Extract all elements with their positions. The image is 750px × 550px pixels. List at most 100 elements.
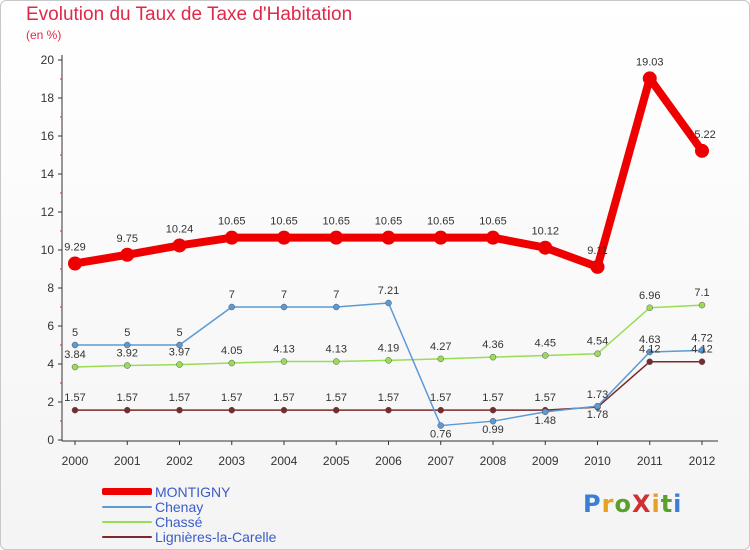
data-point-montigny [695,143,709,158]
data-point-ligni-res-la-carelle [71,406,79,414]
data-point-chenay [646,348,653,356]
data-point-chenay [333,303,340,311]
data-point-chenay [228,303,235,311]
data-point-montigny [642,71,657,86]
data-label-montigny: 9.29 [64,241,85,253]
x-tick-label: 2011 [637,454,663,468]
data-point-chass- [437,355,444,363]
data-point-montigny [68,256,82,271]
data-label-montigny: 10.12 [531,226,559,238]
data-label-chass-: 6.96 [639,290,660,302]
data-label-ligni-res-la-carelle: 1.57 [169,392,190,404]
data-point-ligni-res-la-carelle [698,358,706,365]
legend-item-montigny: MONTIGNY [102,483,276,500]
data-point-montigny [120,247,135,262]
x-tick-label: 2005 [323,454,350,468]
data-point-montigny [433,230,448,245]
x-tick-label: 2006 [375,454,402,468]
data-label-montigny: 10.24 [166,223,194,235]
data-label-chenay: 4.72 [691,332,712,344]
data-label-chenay: 0.99 [482,424,503,436]
y-tick-label: 8 [47,281,54,295]
data-label-chenay: 7 [229,289,235,301]
data-point-chass- [594,350,601,357]
y-tick-label: 0 [47,433,54,447]
data-point-chenay [594,402,601,410]
data-label-chass-: 7.1 [694,287,709,299]
y-tick-label: 10 [41,243,55,257]
chart-title: Evolution du Taux de Taxe d'Habitation [26,4,353,25]
data-point-ligni-res-la-carelle [176,406,183,414]
chart-subtitle: (en %) [26,28,62,42]
data-label-chenay: 0.76 [430,429,451,441]
data-point-chenay [71,341,79,349]
data-point-chass- [698,301,706,309]
x-tick-label: 2012 [689,454,716,468]
data-label-chass-: 3.84 [64,349,85,361]
data-point-chass- [124,362,131,369]
data-point-montigny [172,238,187,253]
data-label-montigny: 10.65 [270,216,298,228]
x-tick-label: 2009 [532,454,559,468]
data-point-chenay [385,299,392,307]
data-label-ligni-res-la-carelle: 1.57 [117,392,138,404]
data-point-chass- [280,358,288,365]
data-label-chenay: 7 [333,289,339,301]
data-label-montigny: 9.11 [587,245,608,257]
data-label-chass-: 4.05 [221,345,242,357]
legend-swatch-chenay [102,505,152,508]
data-point-ligni-res-la-carelle [385,406,392,414]
data-label-chenay: 7.21 [378,285,399,297]
data-label-chass-: 4.19 [378,342,399,354]
data-label-chenay: 5 [72,327,78,339]
data-point-chass- [228,359,235,367]
data-label-ligni-res-la-carelle: 1.57 [273,392,294,404]
data-label-montigny: 10.65 [218,216,246,228]
x-tick-label: 2007 [427,454,454,468]
data-label-chass-: 4.13 [273,344,294,356]
data-label-ligni-res-la-carelle: 1.57 [221,392,242,404]
legend-label: Chassé [155,513,203,530]
data-point-chenay [489,417,497,425]
data-point-montigny [329,230,344,245]
data-point-chenay [124,341,131,349]
x-tick-label: 2002 [166,454,193,468]
x-tick-label: 2003 [218,454,245,468]
data-label-ligni-res-la-carelle: 1.57 [430,392,451,404]
data-label-chass-: 3.92 [117,348,138,360]
data-point-chass- [176,361,183,368]
data-label-ligni-res-la-carelle: 1.73 [587,389,608,401]
x-tick-label: 2008 [480,454,507,468]
data-label-montigny: 10.65 [479,216,507,228]
data-point-chass- [489,353,497,361]
data-point-chass- [542,352,549,359]
data-label-ligni-res-la-carelle: 4.12 [639,344,660,356]
y-tick-label: 20 [41,53,55,67]
legend-label: Lignières-la-Carelle [155,528,277,545]
legend-label: MONTIGNY [155,483,231,500]
data-label-chass-: 4.13 [326,344,347,356]
data-label-montigny: 10.65 [427,216,455,228]
data-label-ligni-res-la-carelle: 1.57 [64,392,85,404]
legend-swatch-montigny [102,488,152,495]
data-point-chass- [385,357,392,364]
data-label-chass-: 4.54 [587,336,608,348]
data-point-chenay [698,347,706,354]
data-point-chass- [646,304,653,312]
data-label-chenay: 5 [176,327,182,339]
proxiti-logo: ProXiti [583,490,683,518]
x-tick-label: 2001 [114,454,141,468]
data-label-chass-: 3.97 [169,347,190,359]
data-label-montigny: 19.03 [636,56,664,68]
data-point-montigny [590,259,605,274]
data-label-ligni-res-la-carelle: 1.57 [535,392,556,404]
data-label-chenay: 1.78 [587,409,608,421]
data-point-ligni-res-la-carelle [333,406,340,414]
data-point-montigny [486,230,500,245]
data-point-chenay [542,408,549,416]
y-tick-label: 2 [47,395,54,409]
y-tick-label: 6 [47,319,54,333]
x-tick-label: 2010 [584,454,611,468]
